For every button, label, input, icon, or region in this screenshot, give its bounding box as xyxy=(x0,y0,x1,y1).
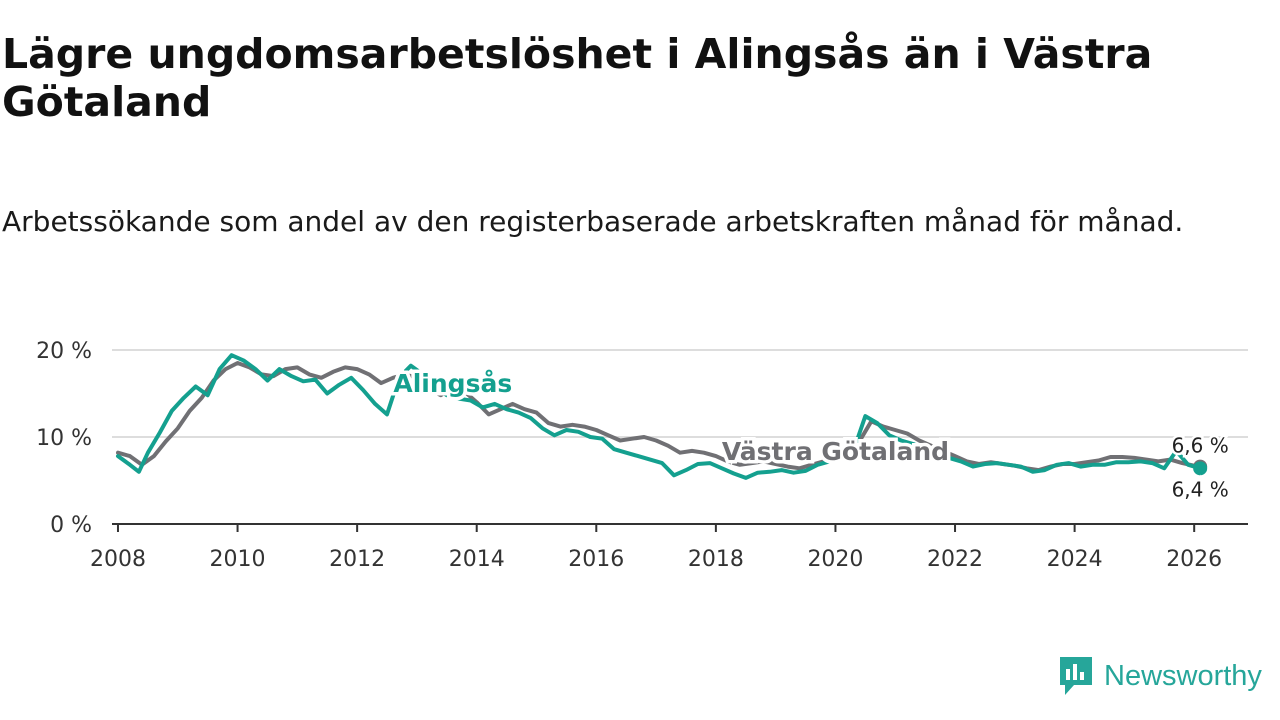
y-tick-label: 20 % xyxy=(36,339,92,364)
axis-layer: 0 % 10 % 20 % 2008 2010 2012 2014 2016 2018 2020 2… xyxy=(36,339,1248,570)
x-tick-label: 2022 xyxy=(927,547,983,570)
newsworthy-logo: Newsworthy xyxy=(1058,654,1262,698)
x-tick-label: 2018 xyxy=(688,547,744,570)
newsworthy-logo-text: Newsworthy xyxy=(1104,659,1262,692)
label-layer: Alingsås Västra Götaland 6,6 % 6,4 % xyxy=(390,366,1231,504)
y-tick-label: 0 % xyxy=(50,513,92,538)
x-tick-label: 2026 xyxy=(1166,547,1222,570)
end-value-label: 6,4 % xyxy=(1172,477,1229,501)
x-tick-label: 2012 xyxy=(329,547,385,570)
line-chart: 0 % 10 % 20 % 2008 2010 2012 2014 2016 2018 2020 2… xyxy=(36,339,1248,570)
series-line-alingsas xyxy=(116,353,1203,480)
end-point-alingsas xyxy=(1193,461,1208,476)
chart-subtitle: Arbetssökande som andel av den registerb… xyxy=(2,205,1184,238)
x-tick-label: 2016 xyxy=(568,547,624,570)
series-label-vastra-gotaland: Västra Götaland xyxy=(722,437,949,466)
chart-title: Lägre ungdomsarbetslöshet i Alingsås än … xyxy=(2,30,1153,126)
grid-layer xyxy=(112,349,1248,438)
x-tick-label: 2008 xyxy=(90,547,146,570)
newsworthy-logo-icon xyxy=(1060,657,1092,695)
series-line-vastra-gotaland xyxy=(116,361,1203,473)
end-value-label: 6,6 % xyxy=(1172,434,1229,458)
x-tick-label: 2014 xyxy=(449,547,505,570)
series-layer xyxy=(116,353,1208,480)
y-tick-label: 10 % xyxy=(36,426,92,451)
x-tick-label: 2010 xyxy=(210,547,266,570)
series-label-alingsas: Alingsås xyxy=(393,369,512,398)
x-tick-label: 2020 xyxy=(807,547,863,570)
x-tick-label: 2024 xyxy=(1047,547,1103,570)
